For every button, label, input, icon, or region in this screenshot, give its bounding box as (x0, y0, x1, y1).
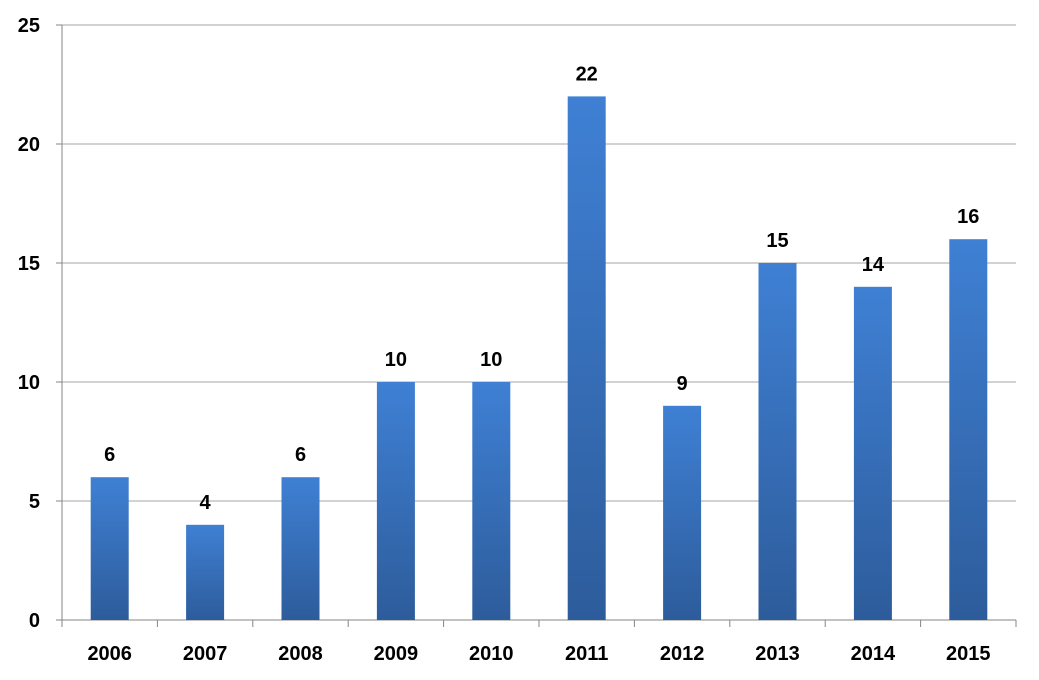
y-tick-label: 20 (18, 134, 40, 156)
x-tick-label-2012: 2012 (660, 643, 705, 665)
x-tick-label-2009: 2009 (374, 643, 419, 665)
x-tick-label-2014: 2014 (851, 643, 896, 665)
x-axis-ticks: 2006 2007 2008 2009 2010 2011 2012 2013 2014 2015 (87, 643, 990, 665)
y-tick-label: 5 (29, 491, 40, 513)
bars (90, 96, 988, 620)
bar-2009 (376, 382, 415, 620)
bar-2014 (853, 286, 892, 620)
data-label-2015: 16 (957, 206, 979, 228)
bar-2007 (186, 524, 225, 620)
data-label-2011: 22 (576, 63, 598, 85)
bar-2006 (90, 477, 129, 620)
data-label-2007: 4 (200, 492, 212, 514)
data-label-2009: 10 (385, 349, 407, 371)
bar-2012 (663, 405, 702, 620)
x-tick-label-2015: 2015 (946, 643, 991, 665)
y-tick-label: 0 (29, 610, 40, 632)
data-labels: 6 4 6 10 10 22 9 15 14 16 (104, 63, 979, 513)
y-tick-label: 10 (18, 372, 40, 394)
y-axis-ticks: 0 5 10 15 20 25 (18, 15, 40, 632)
data-label-2012: 9 (677, 373, 688, 395)
data-label-2014: 14 (862, 254, 885, 276)
y-tick-label: 25 (18, 15, 40, 37)
bar-2011 (567, 96, 606, 620)
bar-2008 (281, 477, 320, 620)
data-label-2008: 6 (295, 444, 306, 466)
data-label-2006: 6 (104, 444, 115, 466)
x-tick-label-2013: 2013 (755, 643, 800, 665)
x-tick-label-2011: 2011 (565, 643, 608, 665)
x-tick-label-2007: 2007 (183, 643, 228, 665)
data-label-2013: 15 (766, 230, 788, 252)
x-tick-label-2010: 2010 (469, 643, 514, 665)
bar-2013 (758, 263, 797, 620)
y-tick-label: 15 (18, 253, 40, 275)
x-tick-label-2006: 2006 (87, 643, 132, 665)
data-label-2010: 10 (480, 349, 502, 371)
bar-2015 (949, 239, 988, 620)
bar-2010 (472, 382, 511, 620)
x-tick-label-2008: 2008 (278, 643, 323, 665)
